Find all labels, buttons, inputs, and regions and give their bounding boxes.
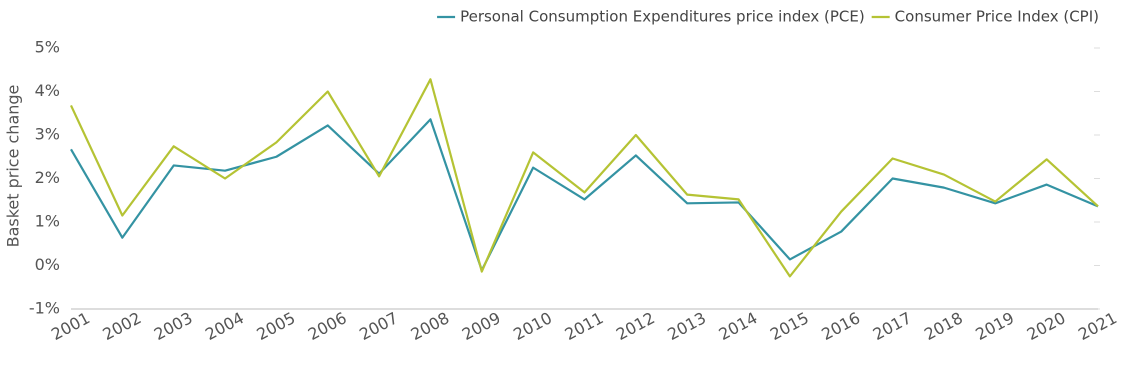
- x-tick-label: 2020: [1024, 308, 1069, 344]
- y-tick-label: 3%: [35, 125, 60, 144]
- x-tick-label: 2003: [151, 308, 196, 344]
- y-tick-label: 2%: [35, 168, 60, 187]
- x-tick-label: 2016: [818, 308, 863, 344]
- x-tick-label: 2002: [99, 308, 144, 344]
- x-tick-label: 2015: [767, 308, 812, 344]
- x-tick-label: 2004: [202, 308, 247, 344]
- y-axis-label: Basket price change: [4, 85, 23, 248]
- x-tick-label: 2010: [510, 308, 555, 344]
- legend-label: Consumer Price Index (CPI): [895, 8, 1099, 26]
- x-tick-label: 2017: [870, 308, 915, 344]
- y-tick-label: 0%: [35, 255, 60, 274]
- y-tick-label: 1%: [35, 212, 60, 231]
- legend: Personal Consumption Expenditures price …: [437, 8, 1099, 26]
- x-tick-label: 2011: [562, 308, 607, 344]
- x-tick-label: 2008: [408, 308, 453, 344]
- x-tick-label: 2019: [972, 308, 1017, 344]
- x-tick-label: 2012: [613, 308, 658, 344]
- y-tick-label: -1%: [29, 299, 60, 318]
- x-tick-label: 2005: [253, 308, 298, 344]
- x-tick-label: 2009: [459, 308, 504, 344]
- x-tick-label: 2013: [664, 308, 709, 344]
- x-tick-label: 2021: [1075, 308, 1120, 344]
- series-line: [70, 118, 1099, 272]
- y-tick-label: 5%: [35, 38, 60, 57]
- y-tick-label: 4%: [35, 81, 60, 100]
- series-line: [70, 78, 1099, 278]
- x-tick-label: 2007: [356, 308, 401, 344]
- legend-label: Personal Consumption Expenditures price …: [460, 8, 865, 26]
- x-tick-label: 2014: [716, 308, 761, 344]
- x-tick-label: 2018: [921, 308, 966, 344]
- x-tick-label: 2006: [305, 308, 350, 344]
